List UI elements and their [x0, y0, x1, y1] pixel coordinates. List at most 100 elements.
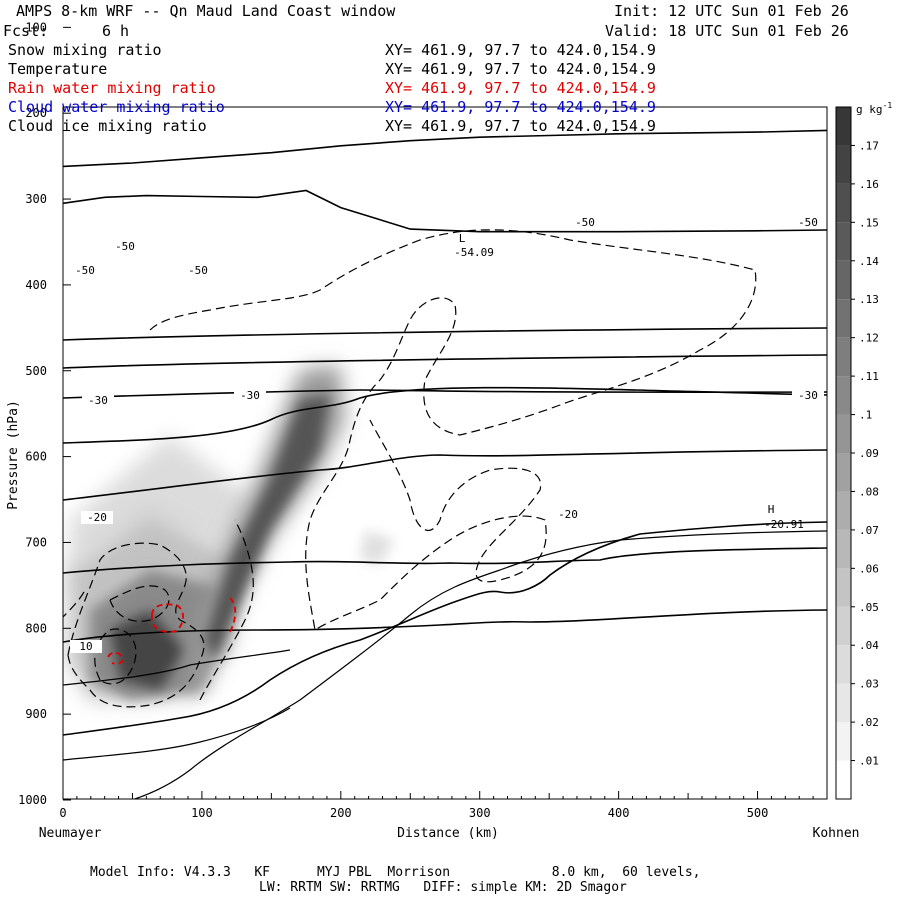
- colorbar-swatch: [836, 529, 851, 569]
- rain-water-contours: [107, 597, 237, 665]
- forecast-hours: 6 h: [102, 22, 130, 40]
- y-tick-label: 500: [25, 364, 47, 378]
- isotherm-label: -30: [88, 394, 108, 407]
- colorbar-swatch: [836, 645, 851, 684]
- isotherm-label: -50: [115, 240, 135, 253]
- model-info: Model Info: V4.3.3 KF MYJ PBL Morrison 8…: [90, 865, 701, 880]
- isotherm-line: [63, 547, 827, 574]
- y-tick-label: 100: [25, 20, 47, 34]
- colorbar-swatch: [836, 376, 851, 415]
- colorbar-swatch: [836, 107, 851, 146]
- colorbar-swatch: [836, 760, 851, 799]
- isotherm-line: [132, 530, 827, 799]
- field-xy-cloud-water: XY= 461.9, 97.7 to 424.0,154.9: [385, 98, 656, 116]
- axis-ticks: 0 100 200 300 400 500 100 200 300 400 500 600 700 800…: [18, 20, 814, 820]
- colorbar-swatch: [836, 491, 851, 530]
- isotherm-line: [63, 449, 827, 501]
- isotherm-line: [63, 521, 827, 736]
- colorbar-tick-label: .06: [859, 562, 879, 575]
- snow-mixing-ratio-shading: [68, 365, 395, 700]
- colorbar-swatch: [836, 299, 851, 338]
- x-tick-label: 200: [330, 806, 352, 820]
- isotherm-line: [63, 707, 291, 761]
- y-tick-label: 400: [25, 278, 47, 292]
- x-tick-label: 500: [747, 806, 769, 820]
- rain-water-contour: [229, 597, 237, 633]
- isotherm-label: -50: [188, 264, 208, 277]
- isotherm-line: [63, 386, 827, 444]
- y-tick-label: 800: [25, 621, 47, 635]
- colorbar-swatch: [836, 414, 851, 453]
- contour-label-bg: [82, 394, 114, 407]
- field-name-cloud-ice: Cloud ice mixing ratio: [8, 117, 207, 135]
- isotherm-line: [63, 354, 827, 369]
- colorbar-tick-label: .11: [859, 370, 879, 383]
- rain-water-contour: [107, 651, 124, 665]
- colorbar-swatch: [836, 453, 851, 492]
- contour-label-bg: [182, 264, 214, 277]
- cloud-ice-contour: [199, 519, 254, 701]
- contour-label-bg: [234, 389, 266, 402]
- colorbar-swatch: [836, 145, 851, 184]
- x-tick-label: 100: [191, 806, 213, 820]
- contour-label-bg: [569, 216, 601, 229]
- isotherm-label: -30: [798, 389, 818, 402]
- field-name-snow: Snow mixing ratio: [8, 41, 162, 59]
- colorbar-swatch: [836, 606, 851, 646]
- y-tick-label: 900: [25, 707, 47, 721]
- contour-label-bg: [69, 264, 101, 277]
- valid-time: Valid: 18 UTC Sun 01 Feb 26: [605, 22, 849, 40]
- x-tick-label: 400: [608, 806, 630, 820]
- colorbar-tick-label: .07: [859, 524, 879, 537]
- colorbar-swatch: [836, 337, 851, 377]
- isotherm-label: -50: [575, 216, 595, 229]
- contour-label-bg: [81, 511, 113, 524]
- colorbar-tick-label: .15: [859, 216, 879, 229]
- field-xy-rain: XY= 461.9, 97.7 to 424.0,154.9: [385, 79, 656, 97]
- temperature-contours: [63, 129, 827, 799]
- isotherm-label: -50: [798, 216, 818, 229]
- field-xy-cloud-ice: XY= 461.9, 97.7 to 424.0,154.9: [385, 117, 656, 135]
- contour-labels: -50 -50 -50 -50 -50 -30 -30 -30 -20 -20 10: [69, 216, 824, 653]
- colorbar-tick-label: .16: [859, 178, 879, 191]
- colorbar-tick-label: .02: [859, 716, 879, 729]
- colorbar-tick-label: .1: [859, 409, 872, 422]
- field-name-temperature: Temperature: [8, 60, 108, 78]
- y-axis-label: Pressure (hPa): [6, 400, 21, 510]
- field-xy-temperature: XY= 461.9, 97.7 to 424.0,154.9: [385, 60, 656, 78]
- isotherm-label: -50: [75, 264, 95, 277]
- field-name-cloud-water: Cloud water mixing ratio: [8, 98, 225, 116]
- cloud-ice-contour: [149, 229, 757, 632]
- colorbar-tick-label: .01: [859, 755, 879, 768]
- isotherm-label: 10: [79, 640, 92, 653]
- isotherm-line: [63, 327, 827, 341]
- colorbar-swatch: [836, 722, 851, 761]
- colorbar-tick-label: .12: [859, 332, 879, 345]
- y-tick-label: 700: [25, 535, 47, 549]
- contour-label-bg: [792, 216, 824, 229]
- isotherm-label: -30: [240, 389, 260, 402]
- colorbar-unit: g kg-1: [856, 101, 892, 116]
- x-tick-label: 0: [59, 806, 66, 820]
- field-name-rain: Rain water mixing ratio: [8, 79, 216, 97]
- colorbar-tick-label: .13: [859, 293, 879, 306]
- field-xy-snow: XY= 461.9, 97.7 to 424.0,154.9: [385, 41, 656, 59]
- cloud-ice-contour: [67, 542, 205, 708]
- contour-label-bg: [792, 389, 824, 402]
- y-tick-label: 300: [25, 192, 47, 206]
- contour-label-bg: [109, 240, 141, 253]
- isotherm-line: [63, 609, 827, 643]
- init-time: Init: 12 UTC Sun 01 Feb 26: [614, 2, 849, 20]
- colorbar-tick-label: .14: [859, 255, 879, 268]
- y-tick-label: 600: [25, 450, 47, 464]
- y-tick-label: 1000: [18, 793, 47, 807]
- contour-label-bg: [70, 640, 102, 653]
- low-value: -54.09: [454, 246, 494, 259]
- colorbar-tick-label: .17: [859, 139, 879, 152]
- plot-frame: [62, 106, 828, 800]
- low-marker: L: [459, 232, 466, 245]
- contour-label-bg: [552, 508, 584, 521]
- colorbar-tick-label: .09: [859, 447, 879, 460]
- cloud-ice-contour: [109, 585, 170, 622]
